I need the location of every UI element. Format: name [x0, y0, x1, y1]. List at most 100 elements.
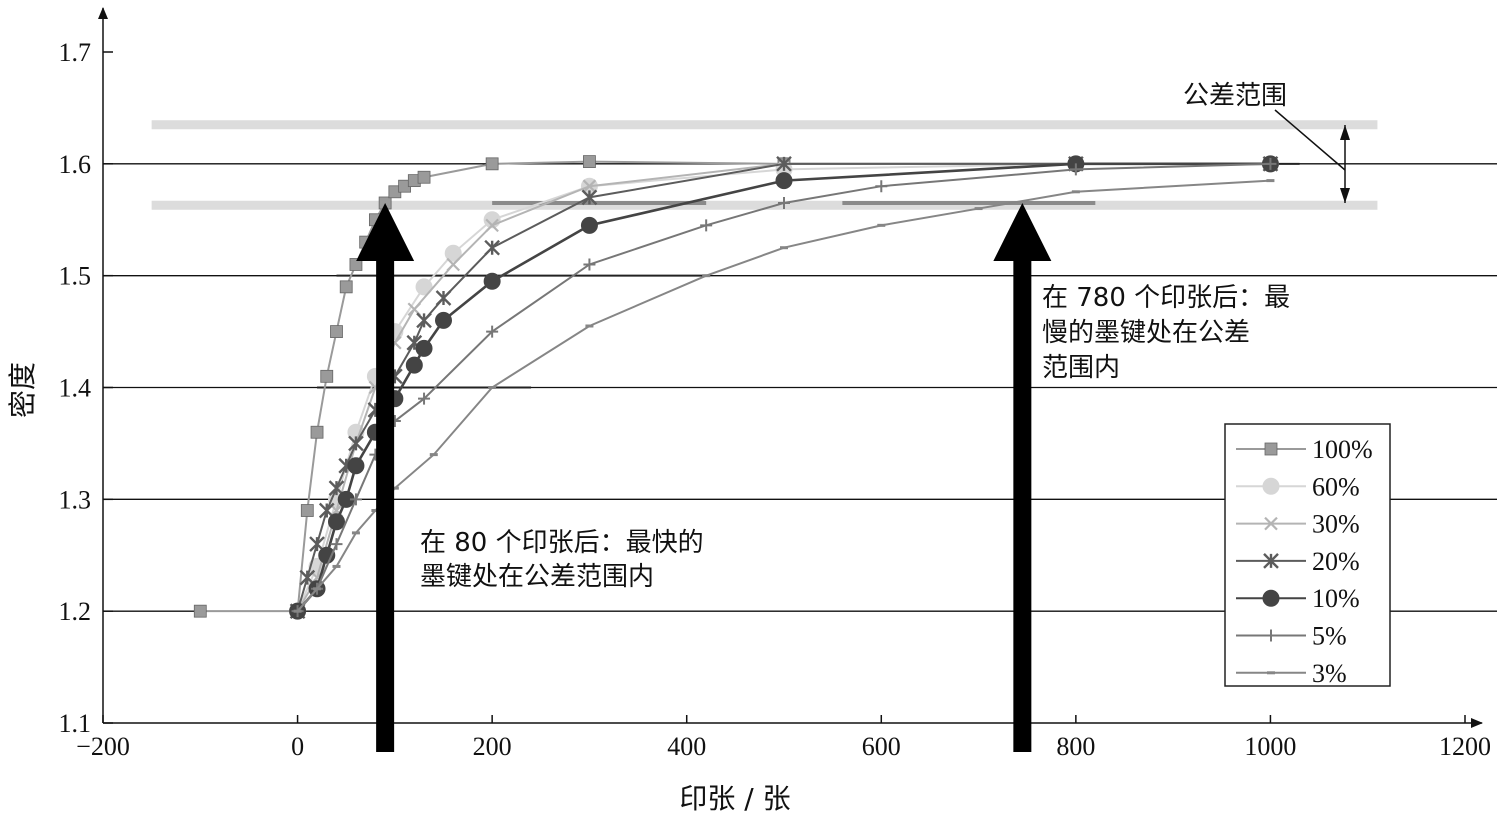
series-point	[349, 493, 362, 506]
series-point	[485, 218, 499, 233]
tolerance-band	[151, 120, 1378, 210]
x-ticks: −200 0 200 400 600 800 1000 1200	[76, 715, 1491, 761]
series-point	[484, 239, 500, 256]
x-tick-label: −200	[76, 732, 130, 761]
series-point	[485, 157, 499, 171]
annotation-fast: 在 80 个印张后：最快的 墨键处在公差范围内	[420, 528, 704, 592]
x-tick-label: 1200	[1439, 732, 1491, 761]
series-point	[405, 356, 423, 374]
legend-item: 30%	[1236, 510, 1360, 539]
series-point	[417, 170, 431, 184]
series-point	[1262, 589, 1280, 607]
series-point	[1069, 163, 1082, 176]
series-point	[1264, 442, 1278, 456]
series-point	[339, 280, 353, 294]
y-tick-label: 1.5	[59, 262, 92, 291]
fast-arrow-head	[356, 202, 415, 261]
x-tick-label: 800	[1056, 732, 1095, 761]
series-point	[330, 325, 343, 338]
tolerance-label: 公差范围	[1183, 81, 1287, 111]
legend-item: 3%	[1236, 659, 1347, 688]
series-point	[310, 425, 324, 439]
series-1	[193, 155, 1277, 618]
series-point	[486, 325, 499, 338]
x-axis-title: 印张 / 张	[679, 782, 790, 815]
slow-arrow-shaft	[1013, 258, 1032, 752]
legend-label: 30%	[1312, 510, 1360, 539]
x-tick-label: 600	[862, 732, 901, 761]
tolerance-arrow-down	[1340, 188, 1350, 203]
series-point	[330, 538, 343, 551]
series-point	[300, 504, 314, 517]
x-tick-label: 0	[291, 732, 304, 761]
series-point	[193, 604, 207, 618]
series-point	[320, 369, 334, 383]
x-tick-label: 200	[473, 732, 512, 761]
legend-label: 10%	[1312, 584, 1360, 613]
series-point	[418, 392, 431, 405]
series-point	[778, 196, 790, 209]
series-point	[349, 258, 363, 271]
series-point	[1264, 157, 1277, 170]
series-point	[416, 312, 432, 329]
series-point	[582, 179, 597, 193]
series-point	[347, 457, 365, 475]
legend-label: 100%	[1312, 435, 1373, 464]
series-point	[1262, 477, 1280, 495]
series-5	[289, 155, 1279, 620]
y-tick-label: 1.6	[59, 150, 92, 179]
annotation-fast-line-2: 墨键处在公差范围内	[420, 562, 654, 592]
legend-label: 20%	[1312, 547, 1360, 576]
annotation-slow-line-2: 慢的墨键处在公差	[1042, 318, 1250, 348]
series-group	[193, 155, 1279, 620]
x-tick-label: 1000	[1244, 732, 1296, 761]
legend-item: 5%	[1236, 622, 1347, 651]
x-tick-label: 400	[667, 732, 706, 761]
series-point	[581, 189, 598, 206]
y-tick-label: 1.4	[59, 374, 92, 403]
y-ticks: 1.1 1.2 1.3 1.4 1.5 1.6 1.7	[59, 38, 113, 738]
series-point	[415, 278, 433, 296]
series-7	[293, 179, 1275, 613]
tolerance-leader-line	[1274, 109, 1346, 171]
series-point	[776, 155, 792, 172]
legend-box	[1224, 423, 1391, 687]
series-point	[444, 244, 462, 262]
series-point	[483, 272, 501, 290]
series-point	[435, 290, 452, 306]
legend-label: 3%	[1312, 659, 1347, 688]
series-point	[435, 311, 452, 329]
y-tick-label: 1.1	[59, 709, 92, 738]
series-point	[775, 172, 793, 190]
series-point	[700, 219, 713, 232]
series-line	[296, 162, 1271, 612]
series-point	[327, 513, 345, 531]
series-6	[291, 157, 1277, 618]
series-point	[580, 216, 598, 234]
tolerance-arrow-up	[1340, 125, 1350, 140]
legend-item: 100%	[1236, 435, 1373, 464]
y-tick-label: 1.3	[59, 485, 92, 514]
legend: 100% 60% 30% 20% 10% 5% 3%	[1224, 423, 1391, 688]
series-point	[1263, 553, 1279, 569]
series-point	[583, 258, 596, 271]
annotation-fast-line-1: 在 80 个印张后：最快的	[420, 528, 704, 558]
series-line	[200, 160, 1271, 613]
y-tick-label: 1.2	[59, 597, 92, 626]
legend-label: 5%	[1312, 622, 1347, 651]
annotation-slow-line-3: 范围内	[1042, 353, 1120, 383]
fast-arrow-shaft	[376, 258, 395, 752]
series-point	[875, 180, 888, 193]
series-line	[296, 162, 1271, 613]
y-axis-title: 密度	[6, 362, 39, 418]
series-point	[348, 435, 364, 452]
annotation-arrows	[356, 202, 1052, 752]
series-point	[415, 339, 433, 357]
annotation-slow-line-1: 在 780 个印张后：最	[1042, 283, 1290, 313]
slow-arrow-head	[993, 202, 1052, 261]
series-point	[1264, 516, 1278, 531]
tolerance-label-group: 公差范围	[1183, 81, 1350, 203]
series-point	[1265, 629, 1277, 642]
legend-item: 60%	[1236, 472, 1360, 501]
